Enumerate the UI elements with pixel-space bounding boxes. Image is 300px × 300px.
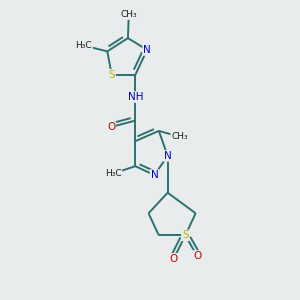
- Text: S: S: [108, 70, 115, 80]
- Text: S: S: [182, 230, 189, 240]
- Text: H₃C: H₃C: [75, 41, 92, 50]
- Text: O: O: [107, 122, 115, 132]
- Text: O: O: [193, 251, 201, 261]
- Text: CH₃: CH₃: [171, 132, 188, 141]
- Text: CH₃: CH₃: [121, 10, 137, 19]
- Text: NH: NH: [128, 92, 143, 102]
- Text: O: O: [169, 254, 178, 264]
- Text: H₃C: H₃C: [105, 169, 122, 178]
- Text: N: N: [143, 45, 151, 55]
- Text: N: N: [151, 170, 158, 180]
- Text: N: N: [164, 151, 172, 161]
